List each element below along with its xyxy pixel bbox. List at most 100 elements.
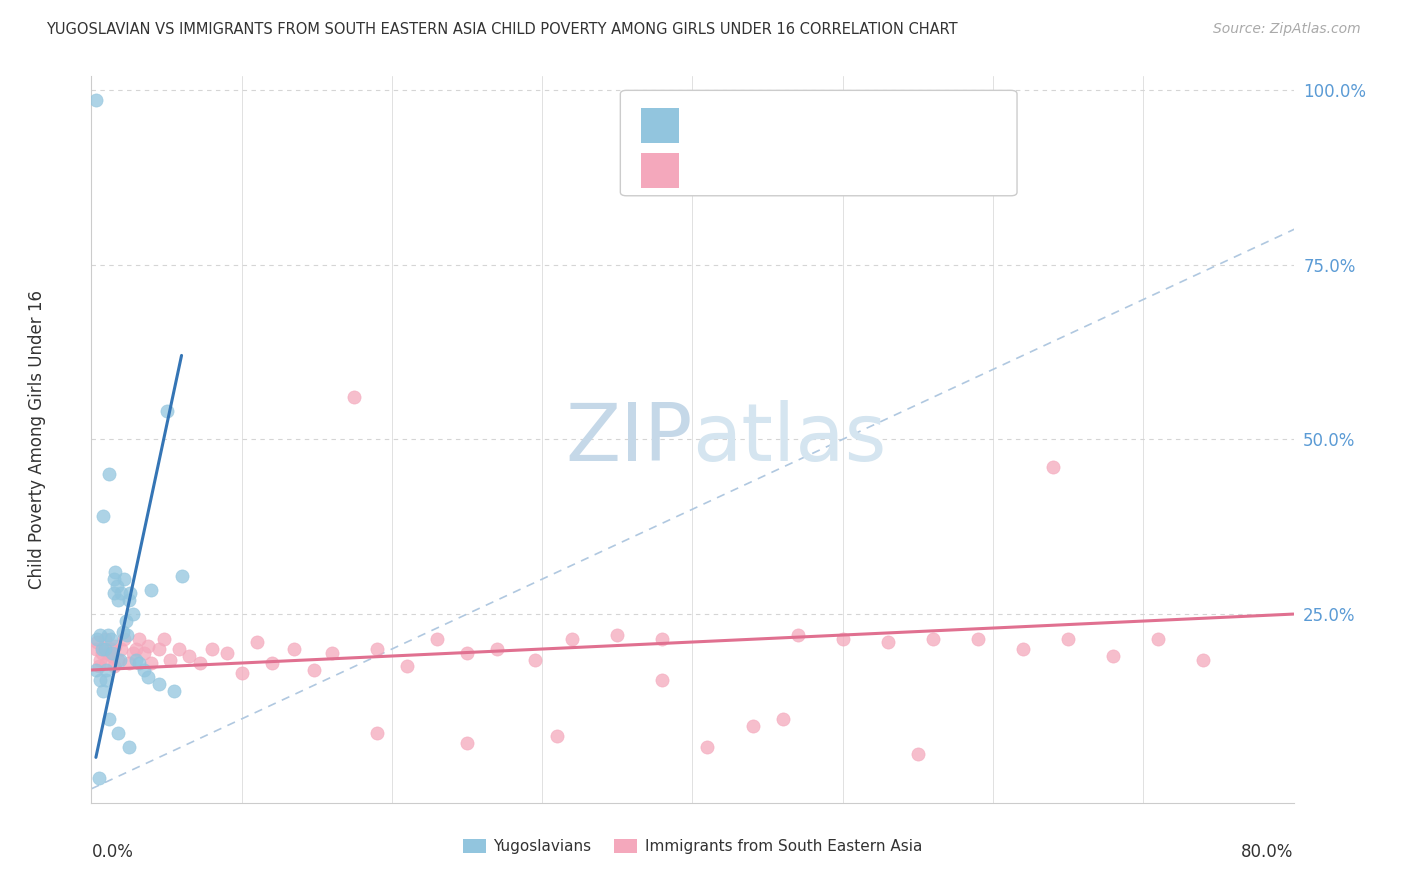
- Point: [98, 646, 121, 660]
- Point: [132, 663, 155, 677]
- Text: YUGOSLAVIAN VS IMMIGRANTS FROM SOUTH EASTERN ASIA CHILD POVERTY AMONG GIRLS UNDE: YUGOSLAVIAN VS IMMIGRANTS FROM SOUTH EAS…: [46, 22, 957, 37]
- Point: [87, 659, 110, 673]
- Point: [155, 404, 177, 418]
- Point: [118, 656, 141, 670]
- Point: [86, 635, 108, 649]
- Point: [110, 586, 132, 600]
- Point: [105, 579, 128, 593]
- Point: [138, 639, 160, 653]
- Point: [108, 652, 131, 666]
- Text: R =: R =: [696, 161, 730, 179]
- Point: [128, 656, 150, 670]
- Point: [90, 646, 112, 660]
- Point: [772, 712, 794, 726]
- Point: [831, 632, 853, 646]
- Text: Child Poverty Among Girls Under 16: Child Poverty Among Girls Under 16: [28, 290, 46, 589]
- Point: [170, 568, 193, 582]
- Point: [117, 628, 139, 642]
- Bar: [641, 153, 679, 188]
- Text: 66: 66: [918, 161, 943, 179]
- Point: [876, 635, 898, 649]
- Point: [141, 582, 163, 597]
- Point: [84, 663, 107, 677]
- Point: [302, 663, 325, 677]
- Point: [215, 646, 238, 660]
- Point: [93, 509, 115, 524]
- Point: [188, 656, 211, 670]
- Point: [231, 666, 253, 681]
- Point: [606, 628, 628, 642]
- Point: [89, 628, 111, 642]
- Point: [120, 586, 142, 600]
- Point: [426, 632, 449, 646]
- Point: [107, 593, 129, 607]
- Point: [786, 628, 808, 642]
- Point: [107, 726, 129, 740]
- Point: [167, 642, 190, 657]
- Point: [159, 652, 181, 666]
- Point: [141, 656, 163, 670]
- Point: [907, 747, 929, 761]
- Point: [741, 719, 763, 733]
- Point: [100, 642, 122, 657]
- Point: [152, 632, 174, 646]
- Point: [177, 648, 200, 663]
- Point: [103, 586, 125, 600]
- Point: [246, 635, 269, 649]
- Point: [96, 663, 118, 677]
- Point: [922, 632, 945, 646]
- Text: ZIP: ZIP: [565, 401, 692, 478]
- Point: [651, 632, 673, 646]
- Point: [107, 652, 129, 666]
- Text: Source: ZipAtlas.com: Source: ZipAtlas.com: [1213, 22, 1361, 37]
- Point: [125, 642, 148, 657]
- Point: [84, 642, 107, 657]
- Bar: [641, 108, 679, 143]
- Point: [1042, 460, 1064, 475]
- Point: [122, 607, 145, 621]
- Point: [260, 656, 283, 670]
- Point: [103, 572, 125, 586]
- Point: [1192, 652, 1215, 666]
- Point: [561, 632, 583, 646]
- Point: [114, 572, 136, 586]
- Point: [321, 646, 343, 660]
- FancyBboxPatch shape: [620, 90, 1017, 195]
- Point: [1102, 648, 1125, 663]
- Point: [114, 632, 136, 646]
- Point: [84, 93, 107, 107]
- Point: [125, 652, 148, 666]
- Point: [1012, 642, 1035, 657]
- Point: [366, 726, 388, 740]
- Point: [366, 642, 388, 657]
- Point: [132, 646, 155, 660]
- Legend: Yugoslavians, Immigrants from South Eastern Asia: Yugoslavians, Immigrants from South East…: [457, 833, 928, 861]
- Point: [94, 632, 117, 646]
- Point: [115, 614, 138, 628]
- Text: 0.0%: 0.0%: [91, 843, 134, 861]
- Point: [104, 639, 127, 653]
- Point: [1147, 632, 1170, 646]
- Point: [395, 659, 418, 673]
- Text: 0.143: 0.143: [756, 161, 813, 179]
- Point: [87, 772, 110, 786]
- Point: [97, 628, 120, 642]
- Point: [456, 736, 478, 750]
- Point: [148, 642, 170, 657]
- Text: 42: 42: [918, 116, 943, 135]
- Text: N =: N =: [860, 116, 896, 135]
- Point: [86, 632, 108, 646]
- Point: [89, 673, 111, 688]
- Text: 80.0%: 80.0%: [1241, 843, 1294, 861]
- Point: [546, 730, 568, 744]
- Point: [98, 712, 121, 726]
- Point: [94, 642, 117, 657]
- Point: [93, 684, 115, 698]
- Point: [101, 646, 124, 660]
- Point: [456, 646, 478, 660]
- Text: N =: N =: [860, 161, 896, 179]
- Point: [283, 642, 305, 657]
- Point: [111, 624, 134, 639]
- Point: [93, 642, 115, 657]
- Point: [118, 739, 141, 754]
